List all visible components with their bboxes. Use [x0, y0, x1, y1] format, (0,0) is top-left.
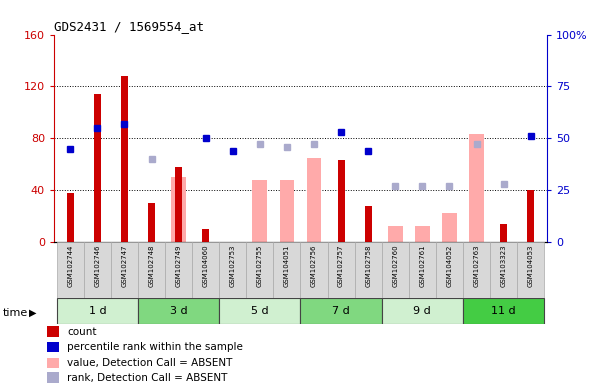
Text: GSM102746: GSM102746 [94, 244, 100, 286]
Bar [463, 242, 490, 298]
Bar [203, 229, 209, 242]
Text: GSM102755: GSM102755 [257, 244, 263, 286]
Text: count: count [67, 326, 97, 337]
Bar [84, 242, 111, 298]
Bar [490, 242, 517, 298]
Bar [67, 193, 74, 242]
Bar [463, 298, 544, 324]
Text: value, Detection Call = ABSENT: value, Detection Call = ABSENT [67, 358, 233, 368]
Bar [219, 242, 246, 298]
Bar [279, 180, 294, 242]
Text: GSM104051: GSM104051 [284, 244, 290, 286]
Bar [165, 242, 192, 298]
Text: time: time [3, 308, 28, 318]
Text: GSM104060: GSM104060 [203, 244, 209, 287]
Bar [300, 242, 328, 298]
Bar [500, 224, 507, 242]
Bar [273, 242, 300, 298]
Bar [171, 177, 186, 242]
Bar [57, 242, 84, 298]
Bar [246, 242, 273, 298]
Bar [436, 242, 463, 298]
Bar [355, 242, 382, 298]
Bar [111, 242, 138, 298]
Bar [148, 203, 155, 242]
Bar [175, 167, 182, 242]
Text: 3 d: 3 d [170, 306, 188, 316]
Text: GSM104053: GSM104053 [528, 244, 534, 286]
Text: GSM102757: GSM102757 [338, 244, 344, 286]
Text: GSM102753: GSM102753 [230, 244, 236, 286]
Text: 11 d: 11 d [491, 306, 516, 316]
Text: 7 d: 7 d [332, 306, 350, 316]
Text: GSM104052: GSM104052 [447, 244, 453, 286]
Bar [94, 94, 101, 242]
Text: 5 d: 5 d [251, 306, 269, 316]
Text: GSM102763: GSM102763 [474, 244, 480, 287]
Bar [382, 298, 463, 324]
Text: 1 d: 1 d [88, 306, 106, 316]
Bar [252, 180, 267, 242]
Text: GSM102756: GSM102756 [311, 244, 317, 286]
Text: GDS2431 / 1569554_at: GDS2431 / 1569554_at [54, 20, 204, 33]
Text: GSM102761: GSM102761 [419, 244, 426, 287]
Bar [527, 190, 534, 242]
Bar [121, 76, 128, 242]
Bar [469, 134, 484, 242]
Bar [307, 158, 322, 242]
Bar [138, 242, 165, 298]
Bar [192, 242, 219, 298]
Text: ▶: ▶ [29, 308, 36, 318]
Bar [138, 298, 219, 324]
Bar [382, 242, 409, 298]
Bar [517, 242, 544, 298]
Text: GSM102748: GSM102748 [148, 244, 154, 286]
Text: GSM102760: GSM102760 [392, 244, 398, 287]
Bar [338, 160, 344, 242]
Bar [57, 298, 138, 324]
Text: GSM102749: GSM102749 [175, 244, 182, 286]
Bar [219, 298, 300, 324]
Bar [328, 242, 355, 298]
Bar [47, 372, 59, 383]
Bar [300, 298, 382, 324]
Bar [415, 227, 430, 242]
Bar [365, 206, 371, 242]
Text: GSM103323: GSM103323 [501, 244, 507, 287]
Text: GSM102744: GSM102744 [67, 244, 73, 286]
Text: 9 d: 9 d [413, 306, 432, 316]
Bar [388, 227, 403, 242]
Bar [47, 342, 59, 353]
Text: GSM102758: GSM102758 [365, 244, 371, 286]
Bar [47, 358, 59, 368]
Text: percentile rank within the sample: percentile rank within the sample [67, 342, 243, 352]
Bar [47, 326, 59, 337]
Bar [409, 242, 436, 298]
Text: rank, Detection Call = ABSENT: rank, Detection Call = ABSENT [67, 372, 228, 383]
Bar [442, 214, 457, 242]
Text: GSM102747: GSM102747 [121, 244, 127, 286]
